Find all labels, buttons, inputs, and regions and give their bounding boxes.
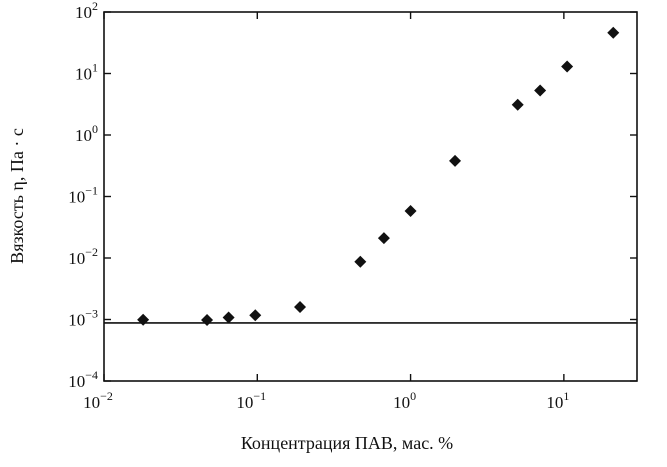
y-tick-label: 101 [75,61,98,84]
x-tick-label: 101 [546,389,569,412]
x-axis-title: Концентрация ПАВ, мас. % [241,433,453,453]
y-tick-label: 100 [75,122,98,145]
y-tick-label: 10−1 [68,184,98,207]
data-point [607,26,620,39]
y-tick-label: 10−2 [68,245,98,268]
y-tick-label: 102 [75,0,98,22]
data-point [404,205,417,218]
data-point [294,300,307,313]
data-point [201,314,214,327]
data-point [534,84,547,97]
x-tick-label: 10−1 [236,389,266,412]
data-point [222,311,235,324]
y-tick-label: 10−3 [68,307,98,330]
data-point [561,60,574,73]
data-point [249,309,262,322]
data-point [377,232,390,245]
y-tick-label: 10−4 [68,368,98,391]
y-axis-title: Вязкость η, Па · с [7,128,27,264]
data-point [354,255,367,268]
x-tick-label: 100 [393,389,416,412]
data-point [449,154,462,167]
data-point [511,98,524,111]
data-point [137,313,150,326]
plot-frame [103,11,638,382]
x-tick-label: 10−2 [83,389,113,412]
